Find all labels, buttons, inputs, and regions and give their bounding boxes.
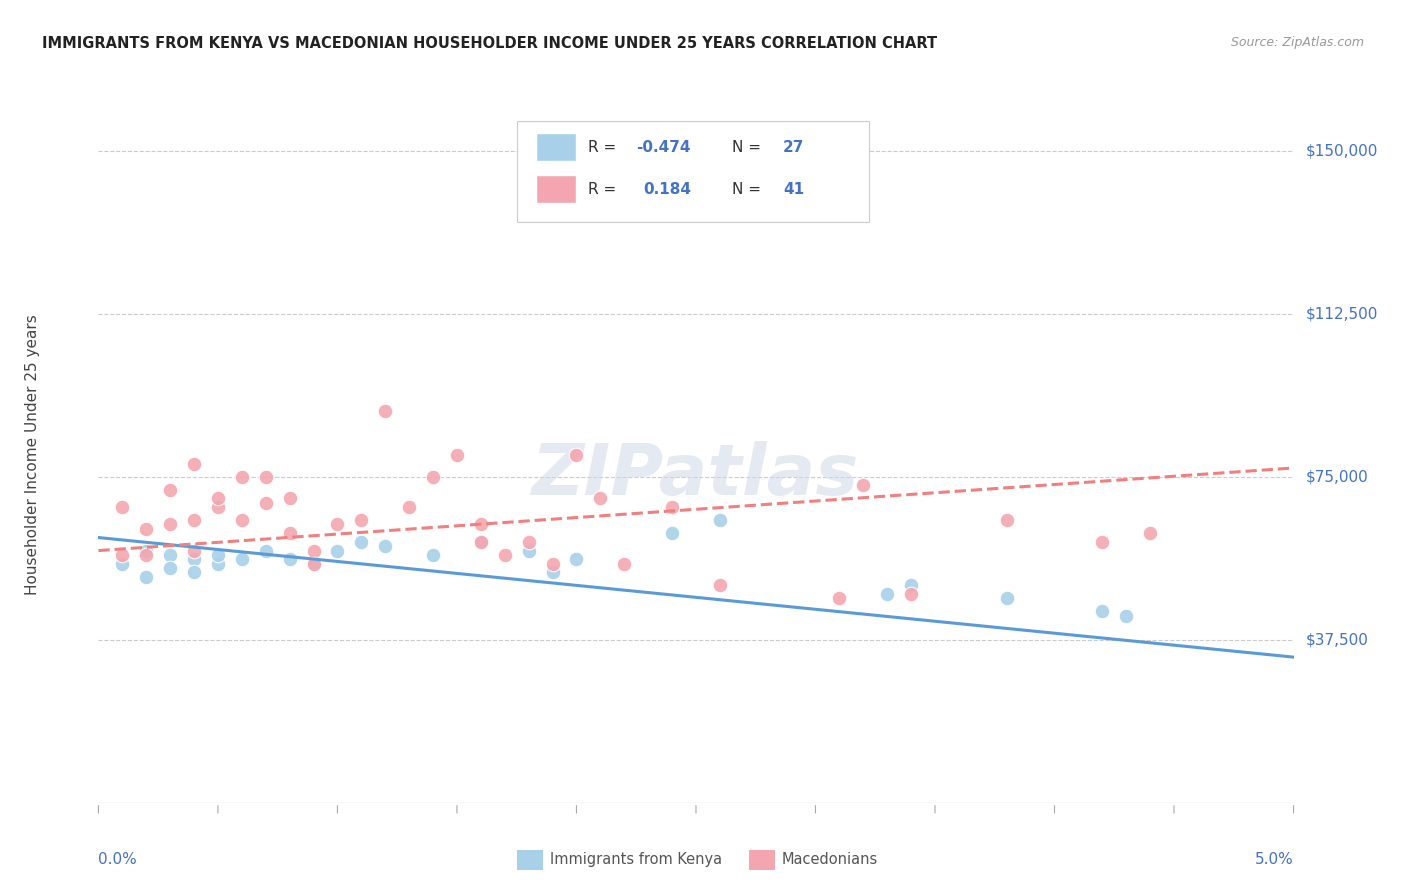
Point [541,557,564,571]
Point [565,552,588,566]
Text: N =: N = [733,182,766,196]
Point [1091,535,1114,549]
Text: 0.0%: 0.0% [98,852,138,866]
FancyBboxPatch shape [536,175,576,203]
Point [470,535,492,549]
Point [517,535,540,549]
Text: $112,500: $112,500 [1305,306,1378,321]
Point [111,500,134,514]
Point [709,513,731,527]
Point [876,587,898,601]
Point [183,552,205,566]
Text: 5.0%: 5.0% [1254,852,1294,866]
Point [350,513,373,527]
Text: IMMIGRANTS FROM KENYA VS MACEDONIAN HOUSEHOLDER INCOME UNDER 25 YEARS CORRELATIO: IMMIGRANTS FROM KENYA VS MACEDONIAN HOUS… [42,36,938,51]
Point [254,496,277,510]
Point [494,548,516,562]
Point [278,526,301,541]
Text: R =: R = [588,182,627,196]
Point [565,448,588,462]
Point [135,570,157,584]
Point [541,566,564,580]
Point [111,548,134,562]
Point [613,557,636,571]
Text: R =: R = [588,140,621,155]
Point [589,491,612,506]
Point [231,513,253,527]
Point [207,548,229,562]
Point [374,539,396,553]
Point [326,517,349,532]
Point [350,535,373,549]
Point [470,517,492,532]
Point [422,548,444,562]
Point [709,578,731,592]
Point [326,543,349,558]
Point [207,500,229,514]
Point [159,483,181,497]
Point [302,557,325,571]
Point [135,548,157,562]
Point [111,557,134,571]
Text: 0.184: 0.184 [644,182,692,196]
Point [183,513,205,527]
Text: $75,000: $75,000 [1305,469,1368,484]
Point [302,557,325,571]
Point [661,500,683,514]
Point [231,552,253,566]
Point [517,543,540,558]
Text: Source: ZipAtlas.com: Source: ZipAtlas.com [1230,36,1364,49]
Point [398,500,420,514]
Point [828,591,851,606]
Point [1115,608,1137,623]
Text: Macedonians: Macedonians [782,853,877,867]
Point [852,478,875,492]
Point [302,543,325,558]
Point [135,543,157,558]
Text: Householder Income Under 25 years: Householder Income Under 25 years [25,315,41,595]
Point [231,469,253,483]
Point [183,543,205,558]
Point [159,548,181,562]
Point [135,522,157,536]
Text: N =: N = [733,140,766,155]
Point [278,491,301,506]
Point [159,561,181,575]
FancyBboxPatch shape [536,134,576,161]
Point [207,557,229,571]
Text: 41: 41 [783,182,804,196]
Point [254,469,277,483]
Point [995,513,1018,527]
Point [995,591,1018,606]
Point [183,566,205,580]
Text: 27: 27 [783,140,804,155]
Point [470,535,492,549]
Point [278,552,301,566]
Point [183,457,205,471]
Point [207,491,229,506]
Text: Immigrants from Kenya: Immigrants from Kenya [550,853,721,867]
Point [374,404,396,418]
Text: ZIPatlas: ZIPatlas [533,442,859,510]
Point [1139,526,1161,541]
Point [1091,605,1114,619]
Text: -0.474: -0.474 [636,140,690,155]
Point [900,587,922,601]
Point [661,526,683,541]
Point [900,578,922,592]
Point [446,448,468,462]
Text: $37,500: $37,500 [1305,632,1368,648]
Point [159,517,181,532]
Text: $150,000: $150,000 [1305,143,1378,158]
Point [254,543,277,558]
Point [422,469,444,483]
FancyBboxPatch shape [517,121,869,222]
